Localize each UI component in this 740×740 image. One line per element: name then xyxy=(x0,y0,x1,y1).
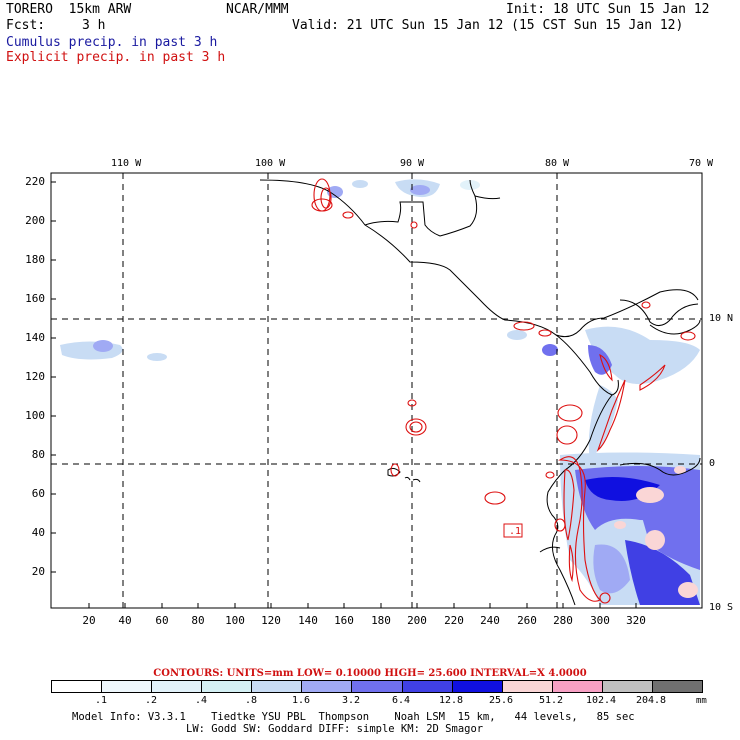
legend-units: mm xyxy=(696,696,707,706)
y-tick-40: 40 xyxy=(31,526,45,539)
legend-value: 25.6 xyxy=(488,695,514,706)
lat-label-10n: 10 N xyxy=(709,313,734,324)
x-tick-100: 100 xyxy=(225,614,245,627)
explicit-precip-contours xyxy=(311,178,696,604)
contours-info: CONTOURS: UNITS=mm LOW= 0.10000 HIGH= 25… xyxy=(153,668,587,679)
center-label: NCAR/MMM xyxy=(226,2,289,17)
model-info: Model Info: V3.3.1 Tiedtke YSU PBL Thomp… xyxy=(72,711,635,735)
forecast-value: 3 h xyxy=(82,18,106,33)
legend-swatch xyxy=(202,681,253,692)
lon-label-90w: 90 W xyxy=(400,158,425,169)
lon-label-110w: 110 W xyxy=(111,158,142,169)
coastline xyxy=(259,179,701,606)
legend-swatch xyxy=(402,681,453,692)
legend-swatch xyxy=(102,681,153,692)
lon-label-70w: 70 W xyxy=(689,158,714,169)
y-tick-20: 20 xyxy=(31,565,45,578)
y-tick-160: 160 xyxy=(25,292,45,305)
legend-swatch xyxy=(652,681,703,692)
x-tick-220: 220 xyxy=(444,614,464,627)
y-tick-60: 60 xyxy=(31,487,45,500)
lon-label-80w: 80 W xyxy=(545,158,570,169)
legend-swatch xyxy=(52,681,103,692)
plot-frame xyxy=(50,172,703,609)
contour-value-box xyxy=(503,523,523,538)
legend-value: .1 xyxy=(94,695,108,706)
legend-value: 12.8 xyxy=(438,695,464,706)
x-tick-320: 320 xyxy=(626,614,646,627)
field-cumulus-label: Cumulus precip. in past 3 h xyxy=(6,35,218,50)
legend-value: 3.2 xyxy=(341,695,361,706)
cumulus-precip-shading xyxy=(60,179,700,605)
legend-value: 1.6 xyxy=(291,695,311,706)
legend-swatch xyxy=(252,681,303,692)
model-info-line2: LW: Godd SW: Goddard DIFF: simple KM: 2D… xyxy=(186,723,484,735)
lat-label-0: 0 xyxy=(709,458,716,469)
legend-swatch xyxy=(552,681,603,692)
legend-swatch xyxy=(352,681,403,692)
legend-swatch xyxy=(602,681,653,692)
lat-lon-grid xyxy=(51,173,702,608)
x-tick-240: 240 xyxy=(480,614,500,627)
legend-value: 6.4 xyxy=(391,695,411,706)
legend-value: 204.8 xyxy=(635,695,667,706)
y-tick-100: 100 xyxy=(25,409,45,422)
legend-value: .4 xyxy=(194,695,208,706)
x-tick-260: 260 xyxy=(517,614,537,627)
legend-value: .8 xyxy=(244,695,258,706)
y-tick-80: 80 xyxy=(31,448,45,461)
model-info-line1: Model Info: V3.3.1 Tiedtke YSU PBL Thomp… xyxy=(72,711,635,723)
legend-swatch xyxy=(452,681,503,692)
legend-swatch xyxy=(302,681,353,692)
x-tick-20: 20 xyxy=(82,614,96,627)
contour-value-label: .1 xyxy=(509,526,521,537)
y-tick-180: 180 xyxy=(25,253,45,266)
lat-label-10s: 10 S xyxy=(709,602,734,613)
x-tick-140: 140 xyxy=(298,614,318,627)
field-explicit-label: Explicit precip. in past 3 h xyxy=(6,50,226,65)
forecast-label: Fcst: xyxy=(6,18,46,33)
y-tick-140: 140 xyxy=(25,331,45,344)
x-tick-300: 300 xyxy=(590,614,610,627)
init-time: Init: 18 UTC Sun 15 Jan 12 xyxy=(506,2,710,17)
lon-label-100w: 100 W xyxy=(255,158,286,169)
y-tick-220: 220 xyxy=(25,175,45,188)
legend-swatch xyxy=(502,681,553,692)
y-tick-200: 200 xyxy=(25,214,45,227)
y-tick-120: 120 xyxy=(25,370,45,383)
valid-time: Valid: 21 UTC Sun 15 Jan 12 (15 CST Sun … xyxy=(292,18,684,33)
x-tick-120: 120 xyxy=(261,614,281,627)
x-tick-200: 200 xyxy=(407,614,427,627)
legend-value: 51.2 xyxy=(538,695,564,706)
model-title: TORERO 15km ARW xyxy=(6,2,132,17)
x-tick-180: 180 xyxy=(371,614,391,627)
legend-value: .2 xyxy=(144,695,158,706)
x-tick-280: 280 xyxy=(553,614,573,627)
x-tick-60: 60 xyxy=(155,614,169,627)
frame-ticks xyxy=(51,181,637,608)
x-tick-160: 160 xyxy=(334,614,354,627)
legend-swatch xyxy=(152,681,203,692)
x-tick-40: 40 xyxy=(118,614,132,627)
precip-legend xyxy=(51,680,703,693)
legend-value: 102.4 xyxy=(585,695,617,706)
x-tick-80: 80 xyxy=(191,614,205,627)
